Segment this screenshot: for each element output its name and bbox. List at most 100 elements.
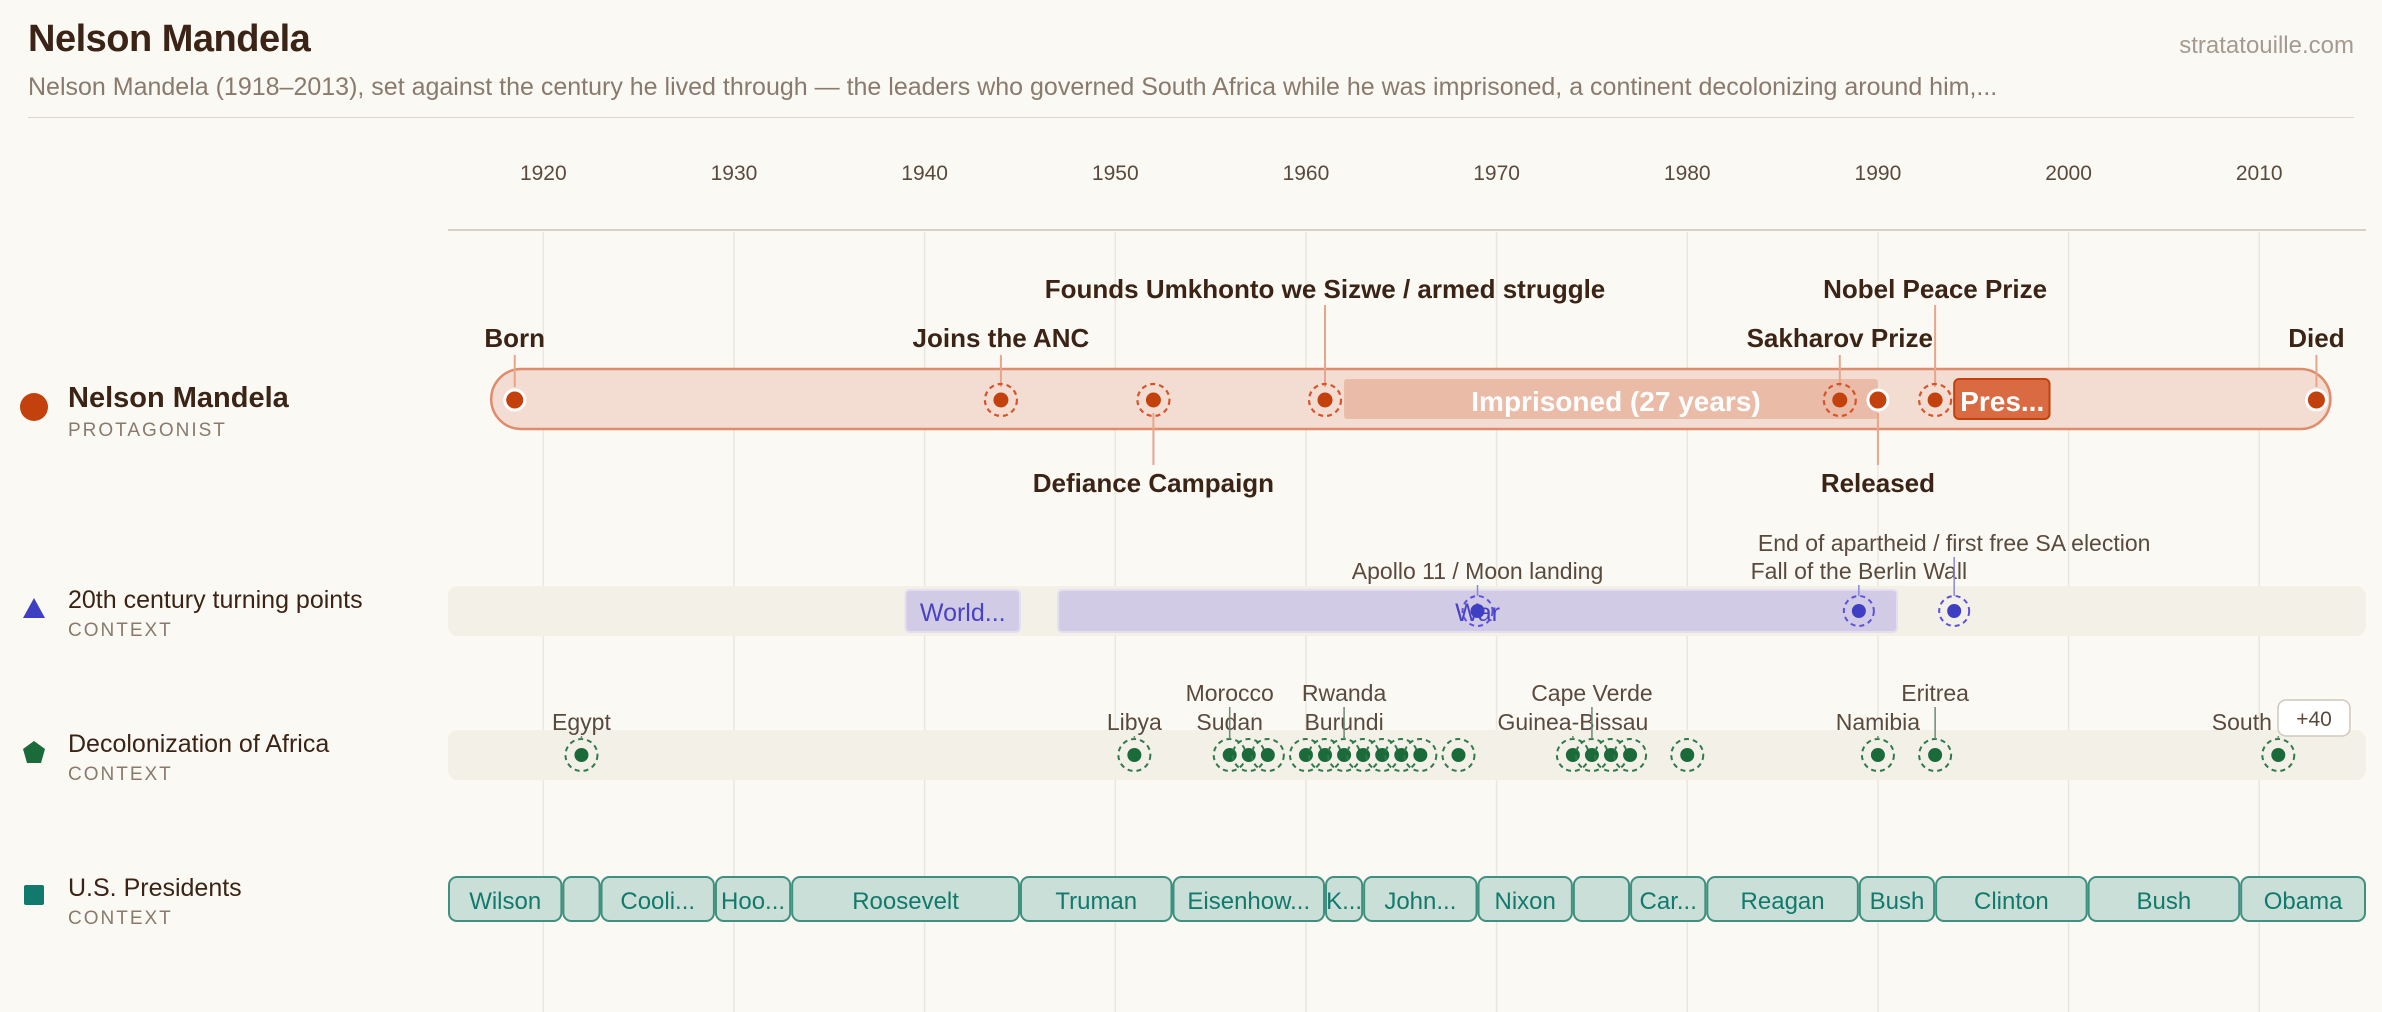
x-tick-label: 2000 [2045,162,2092,185]
event-ring [1822,382,1857,418]
event-ring [1918,382,1953,418]
lane-name: Nelson Mandela [68,382,289,414]
circle-icon [20,393,48,421]
lane-label-turning-points: 20th century turning points CONTEXT [16,586,363,642]
event-label: Born [484,323,545,353]
event-label: Joins the ANC [913,323,1090,353]
event-label: End of apartheid / first free SA electio… [1758,530,2151,556]
lane-kind: PROTAGONIST [68,420,227,441]
president-label: Cooli... [620,888,695,915]
event-dot [503,388,527,412]
period-bar [904,589,1021,633]
triangle-icon [23,598,45,618]
president-bar [1477,876,1573,922]
event-ring [1938,595,1971,627]
x-tick-label: 1970 [1473,162,1520,185]
event-dot [1680,748,1695,762]
event-dot [1947,604,1962,618]
event-dot [1565,748,1580,762]
x-tick-label: 2010 [2236,162,2283,185]
event-dot [1470,604,1485,618]
lane-label-mandela: Nelson Mandela PROTAGONIST [16,382,289,442]
president-label: Wilson [469,888,541,915]
lane-kind: CONTEXT [68,908,173,929]
event-label: Eritrea [1901,680,1969,706]
president-bar [1019,876,1173,922]
president-bar [600,876,715,922]
event-ring [1461,595,1494,627]
event-label: Nobel Peace Prize [1823,274,2047,304]
event-dot [2304,388,2328,412]
event-label: Cape Verde [1531,680,1652,706]
event-ring [1670,738,1705,772]
event-dot [1375,748,1390,762]
event-dot [1127,748,1142,762]
lane-name: Decolonization of Africa [68,730,330,758]
event-dot [1866,388,1890,412]
president-bar [1572,876,1631,922]
x-tick-label: 1950 [1092,162,1139,185]
event-dot [1241,748,1256,762]
president-bar [1706,876,1859,922]
lane-label-presidents: U.S. Presidents CONTEXT [16,874,242,930]
event-dot [1298,748,1313,762]
lane-name: 20th century turning points [68,586,363,614]
event-dot [1317,392,1333,408]
event-dot [1623,748,1638,762]
page-subtitle: Nelson Mandela (1918–2013), set against … [28,73,1998,101]
event-label: Sakharov Prize [1747,323,1933,353]
president-label: Nixon [1495,888,1556,915]
event-dot [1832,392,1848,408]
event-ring [1250,738,1285,772]
president-label: Roosevelt [852,888,959,915]
president-bar [448,876,563,922]
president-label: Truman [1055,888,1137,915]
event-dot [1222,748,1237,762]
president-bar [714,876,792,922]
president-label: Bush [1870,888,1925,915]
president-label: Clinton [1974,888,2049,915]
event-ring [1403,738,1438,772]
x-tick-label: 1980 [1664,162,1711,185]
x-tick-label: 1990 [1855,162,1902,185]
lane-name: U.S. Presidents [68,874,242,902]
event-dot [2271,748,2286,762]
president-label: Hoo... [721,888,785,915]
event-dot [1927,392,1943,408]
x-tick-label: 1960 [1283,162,1330,185]
event-label: Morocco [1186,680,1274,706]
event-ring [1136,382,1171,418]
event-ring [1613,738,1648,772]
page-title: Nelson Mandela [28,18,311,60]
president-label: Car... [1640,888,1697,915]
event-ring [1307,382,1343,418]
event-dot [1584,748,1599,762]
president-label: Reagan [1741,888,1825,915]
event-label: Defiance Campaign [1033,468,1274,498]
x-tick-label: 1920 [520,162,567,185]
president-bar [1172,876,1326,922]
event-dot [1145,392,1161,408]
event-label: Rwanda [1302,680,1387,706]
event-label: Egypt [552,709,611,735]
president-label: K... [1326,888,1362,915]
president-bar [2087,876,2241,922]
event-label: Died [2288,323,2344,353]
president-label: John... [1384,888,1456,915]
president-bar [562,876,601,922]
event-label: Namibia [1836,709,1921,735]
event-dot [1928,748,1943,762]
brand-link[interactable]: stratatouille.com [2179,32,2354,59]
period-bar-imprisoned [1344,379,1878,419]
lane-label-decolonization: Decolonization of Africa CONTEXT [16,730,329,786]
event-label: Apollo 11 / Moon landing [1352,558,1603,584]
event-dot [1451,748,1466,762]
event-label: Released [1821,468,1935,498]
square-icon [24,885,44,905]
period-label: World... [920,599,1006,627]
event-label: Fall of the Berlin Wall [1751,558,1967,584]
president-bar [1363,876,1478,922]
event-ring [1842,595,1875,627]
event-dot [1394,748,1409,762]
